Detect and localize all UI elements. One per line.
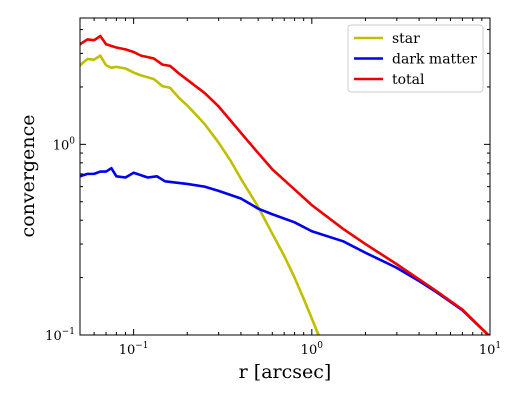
x-axis: 10−1 100 101 bbox=[79, 18, 501, 358]
legend-box bbox=[347, 24, 484, 93]
legend-label-dark-matter: dark matter bbox=[392, 52, 477, 68]
series-layer bbox=[80, 34, 490, 335]
legend: star dark matter total bbox=[347, 24, 484, 93]
x-tick-label: 10−1 bbox=[119, 341, 149, 358]
y-tick-label: 100 bbox=[53, 136, 76, 153]
y-axis: 10−1 100 bbox=[45, 29, 490, 344]
series-line-star bbox=[80, 54, 320, 335]
x-tick-label: 101 bbox=[479, 341, 501, 358]
legend-label-total: total bbox=[392, 72, 425, 88]
legend-label-star: star bbox=[392, 31, 420, 47]
series-line-total bbox=[80, 34, 490, 335]
plot-area-frame bbox=[79, 17, 491, 336]
y-axis-title: convergence bbox=[17, 115, 39, 238]
y-tick-label: 10−1 bbox=[45, 327, 75, 344]
x-tick-label: 100 bbox=[301, 341, 324, 358]
x-axis-title: r [arcsec] bbox=[239, 361, 332, 383]
series-line-dark-matter bbox=[80, 166, 490, 335]
